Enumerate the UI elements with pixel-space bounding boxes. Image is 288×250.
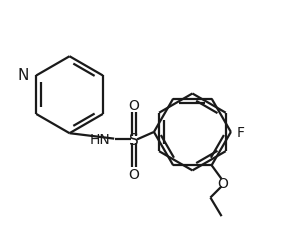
- Text: O: O: [217, 177, 228, 190]
- Text: O: O: [129, 98, 139, 112]
- Text: O: O: [129, 167, 139, 181]
- Text: N: N: [18, 68, 29, 83]
- Text: HN: HN: [90, 133, 111, 147]
- Text: F: F: [237, 126, 245, 140]
- Text: S: S: [129, 132, 139, 147]
